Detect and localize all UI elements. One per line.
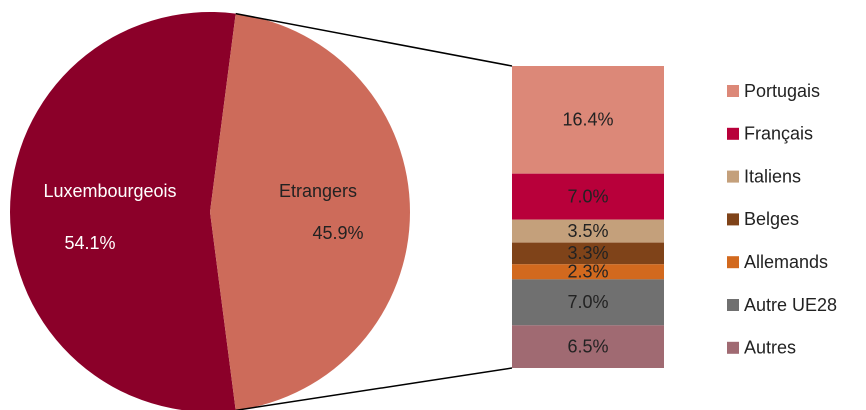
slice-label: Etrangers	[279, 181, 357, 201]
legend-label: Autre UE28	[744, 295, 837, 315]
segment-value-label: 16.4%	[562, 110, 613, 130]
bar-segment	[512, 264, 664, 280]
legend-label: Italiens	[744, 166, 801, 186]
pie-slice	[9, 12, 236, 410]
legend-swatch	[727, 256, 739, 269]
segment-value-label: 3.5%	[567, 221, 608, 241]
connector-line	[235, 12, 513, 67]
bar-segment	[512, 173, 664, 220]
legend-label: Allemands	[744, 252, 828, 272]
segment-value-label: 2.3%	[567, 262, 608, 282]
slice-value-label: 45.9%	[312, 223, 363, 243]
bar-segment	[512, 325, 664, 368]
legend-swatch	[727, 85, 739, 97]
segment-value-label: 6.5%	[567, 336, 608, 356]
legend-swatch	[727, 299, 739, 311]
slice-value-label: 54.1%	[64, 233, 115, 253]
legend-label: Français	[744, 124, 813, 144]
legend-swatch	[727, 213, 739, 226]
segment-value-label: 7.0%	[567, 292, 608, 312]
segment-value-label: 3.3%	[567, 243, 608, 263]
segment-value-label: 7.0%	[567, 186, 608, 206]
legend-swatch	[727, 127, 739, 140]
connector-line	[235, 367, 513, 410]
pie-slice	[210, 13, 410, 410]
bar-segment	[512, 279, 664, 326]
legend-swatch	[727, 170, 739, 183]
bar-segment	[512, 66, 664, 174]
bar-segment	[512, 219, 664, 243]
legend-label: Portugais	[744, 81, 820, 101]
legend-label: Belges	[744, 209, 799, 229]
legend-swatch	[727, 341, 739, 354]
bar-segment	[512, 242, 664, 265]
slice-label: Luxembourgeois	[43, 181, 176, 201]
legend-label: Autres	[744, 338, 796, 358]
